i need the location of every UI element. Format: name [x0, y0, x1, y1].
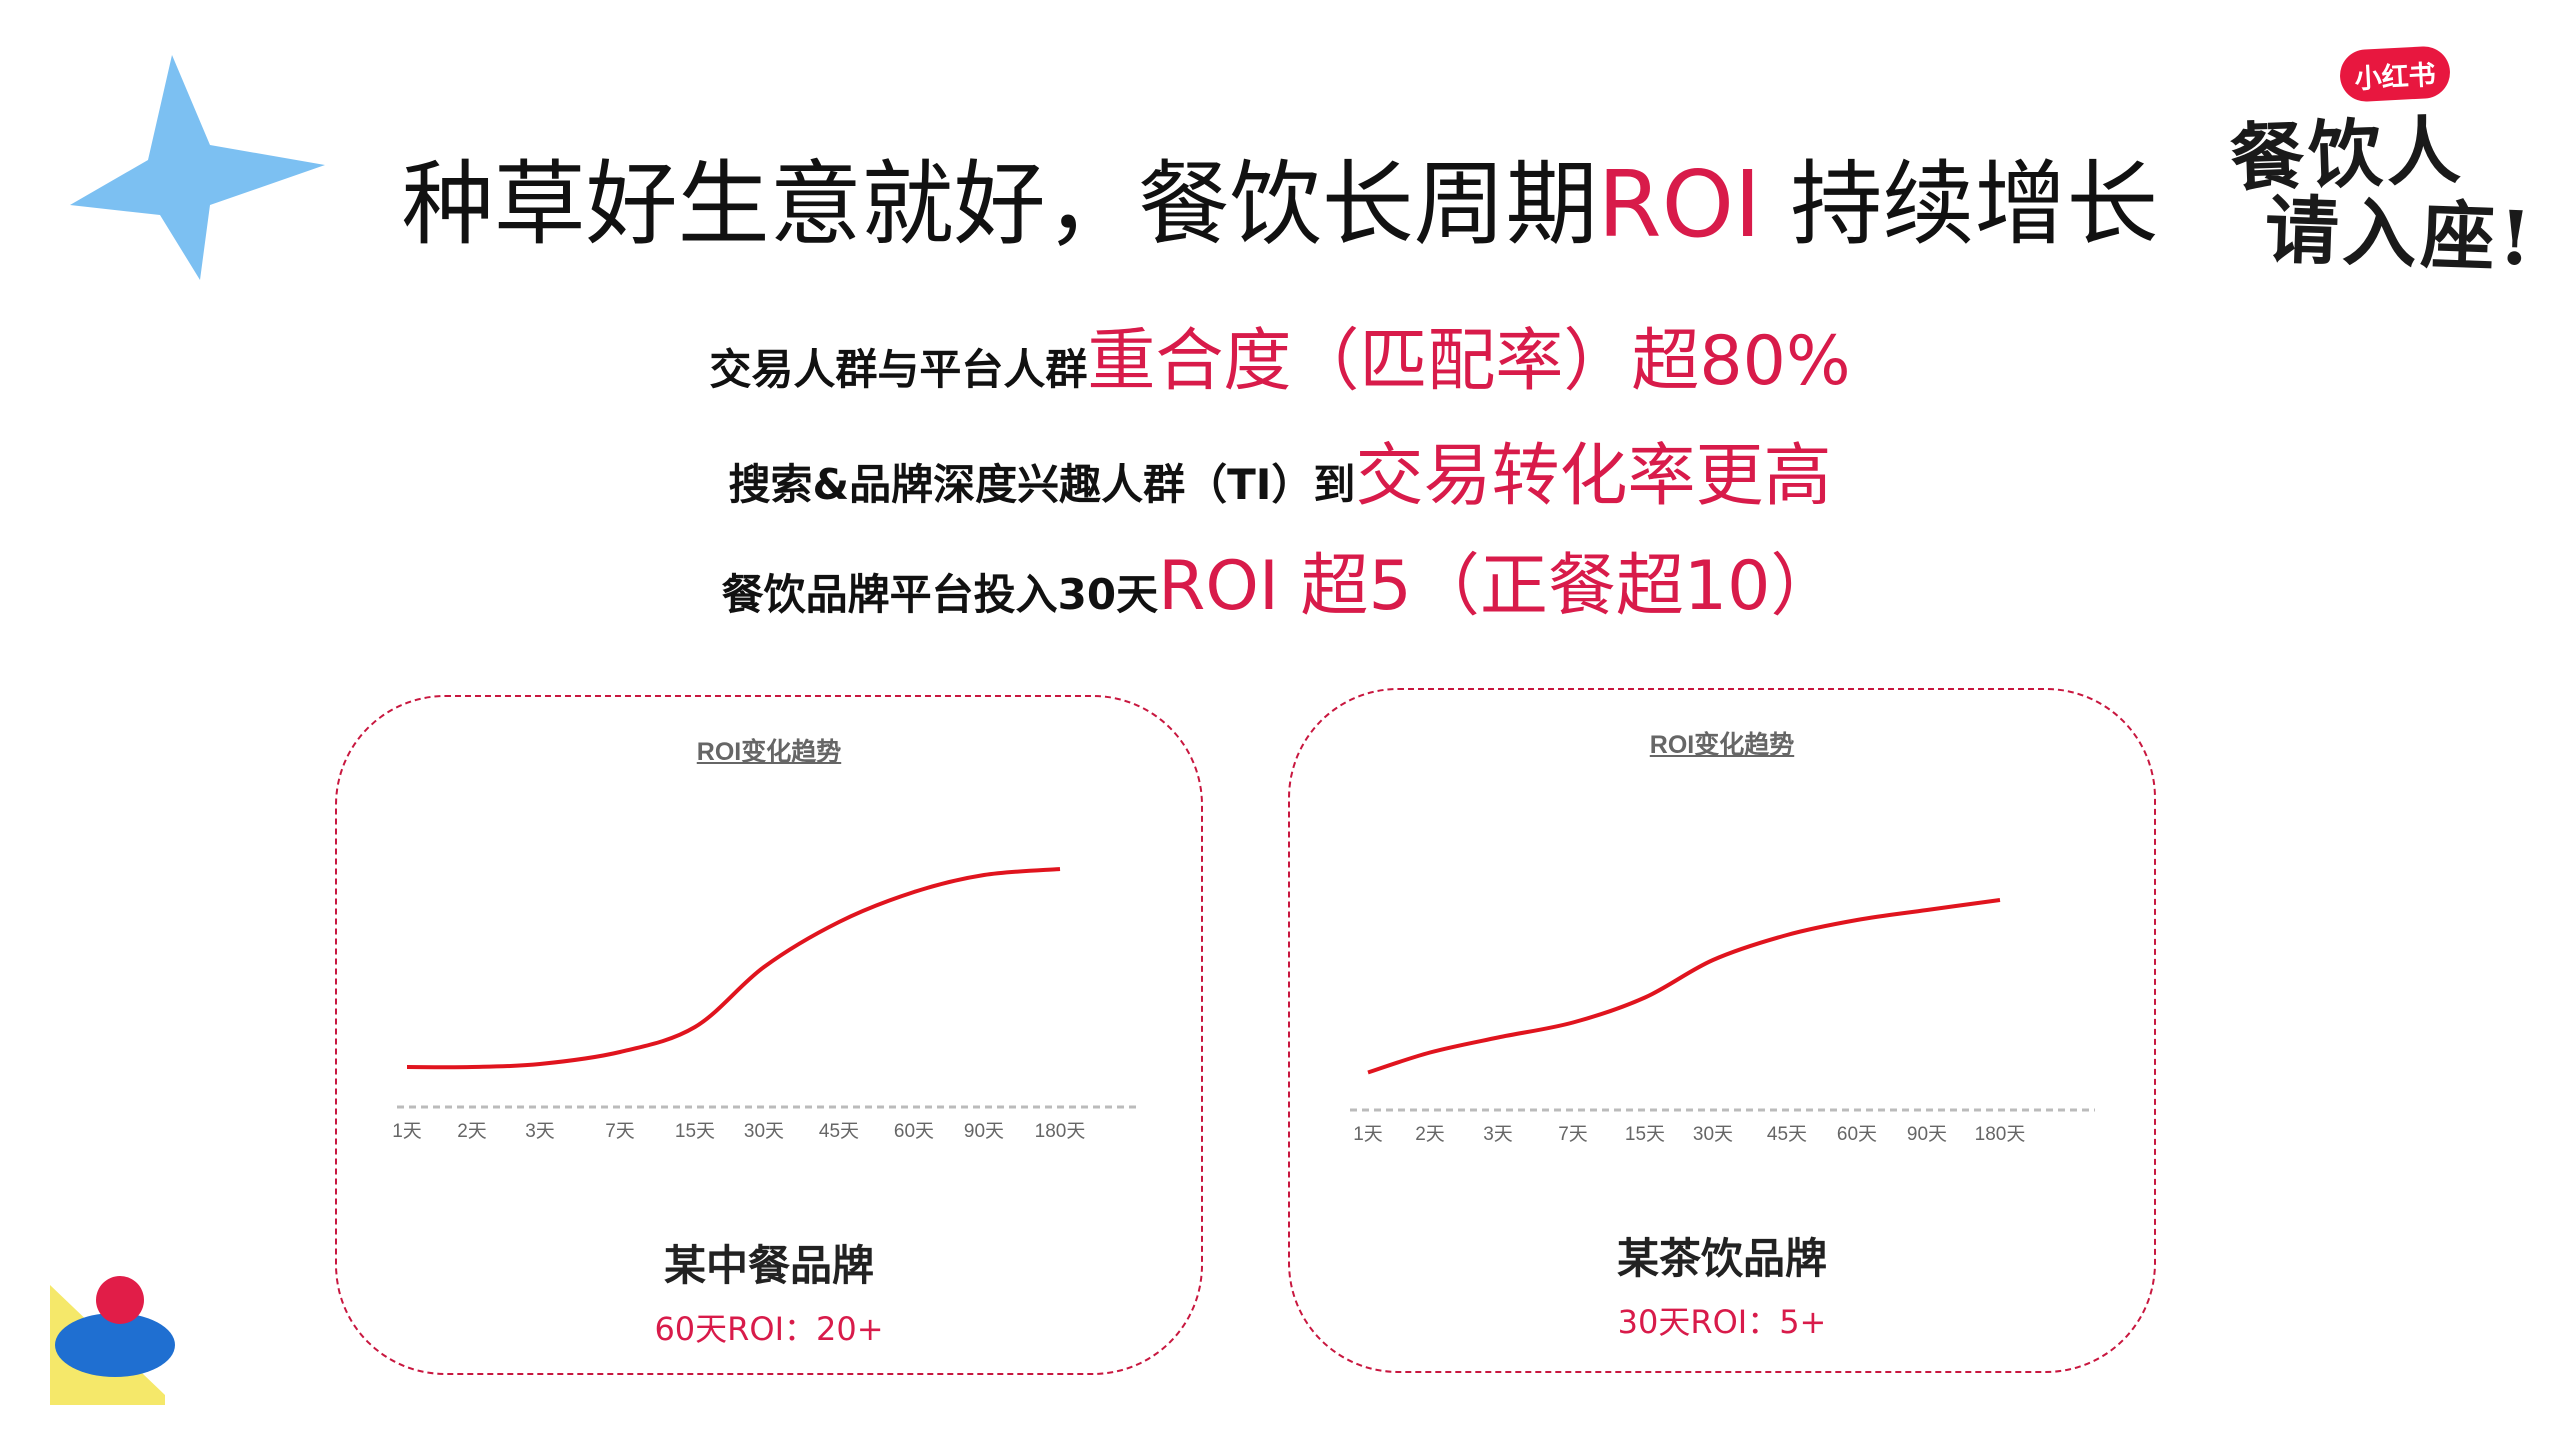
brand-name: 某茶饮品牌	[1616, 1234, 1827, 1283]
x-tick-label: 3天	[525, 1121, 555, 1142]
line1-highlight: 重合度（匹配率）超80%	[1087, 322, 1851, 401]
line1-lead: 交易人群与平台人群	[709, 345, 1088, 394]
line3-lead: 餐饮品牌平台投入30天	[721, 570, 1159, 619]
x-tick-label: 15天	[1625, 1124, 1665, 1145]
chart-title: ROI变化趋势	[696, 738, 842, 766]
highlight-line-3: 餐饮品牌平台投入30天ROI 超5（正餐超10）	[0, 530, 2560, 629]
x-tick-label: 7天	[1558, 1124, 1588, 1145]
x-tick-label: 180天	[1035, 1121, 1086, 1142]
x-tick-label: 1天	[1353, 1124, 1383, 1145]
x-tick-label: 60天	[894, 1121, 934, 1142]
x-tick-label: 45天	[1767, 1124, 1807, 1145]
page-title: 种草好生意就好，餐饮长周期ROI 持续增长	[0, 130, 2560, 263]
x-tick-label: 1天	[392, 1121, 422, 1142]
roi-trend-chart: 1天 2天 3天 7天 15天 30天 45天 60天 90天 180天	[1350, 898, 2095, 1145]
x-tick-label: 7天	[605, 1121, 635, 1142]
highlight-line-1: 交易人群与平台人群重合度（匹配率）超80%	[0, 305, 2560, 404]
star-decoration-icon	[70, 55, 325, 280]
roi-series-line	[406, 867, 1061, 1070]
x-tick-label: 30天	[1693, 1124, 1733, 1145]
shapes-decoration-icon	[50, 1276, 175, 1405]
highlight-line-2: 搜索&品牌深度兴趣人群（TI）到交易转化率更高	[0, 420, 2560, 519]
x-tick-label: 180天	[1975, 1124, 2026, 1145]
title-roi: ROI	[1597, 151, 1762, 258]
x-tick-label: 30天	[744, 1121, 784, 1142]
line2-highlight: 交易转化率更高	[1355, 437, 1832, 516]
brand-name: 某中餐品牌	[663, 1241, 874, 1290]
x-tick-label: 90天	[964, 1121, 1004, 1142]
roi-trend-chart: 1天 2天 3天 7天 15天 30天 45天 60天 90天 180天	[392, 867, 1137, 1142]
x-tick-label: 3天	[1483, 1124, 1513, 1145]
line2-lead: 搜索&品牌深度兴趣人群（TI）到	[728, 460, 1356, 509]
x-tick-label: 90天	[1907, 1124, 1947, 1145]
title-part1: 种草好生意就好，餐饮长周期	[401, 151, 1598, 258]
roi-value: 30天ROI：5+	[1617, 1303, 1827, 1341]
x-tick-label: 2天	[1415, 1124, 1445, 1145]
x-tick-label: 2天	[457, 1121, 487, 1142]
x-tick-label: 45天	[819, 1121, 859, 1142]
case-card-chinese-restaurant: ROI变化趋势 1天 2天 3天 7天 15天 30天 45天 60天 90天 180天 某中餐品…	[335, 695, 1203, 1375]
chart-title: ROI变化趋势	[1649, 731, 1795, 759]
x-tick-label: 60天	[1837, 1124, 1877, 1145]
line3-highlight: ROI 超5（正餐超10）	[1158, 547, 1839, 626]
roi-value: 60天ROI：20+	[654, 1310, 884, 1348]
x-tick-label: 15天	[675, 1121, 715, 1142]
roi-series-line	[1367, 898, 2001, 1075]
case-card-tea-brand: ROI变化趋势 1天 2天 3天 7天 15天 30天 45天 60天 90天 180天 某茶饮品…	[1288, 688, 2156, 1373]
title-part3: 持续增长	[1761, 151, 2159, 258]
